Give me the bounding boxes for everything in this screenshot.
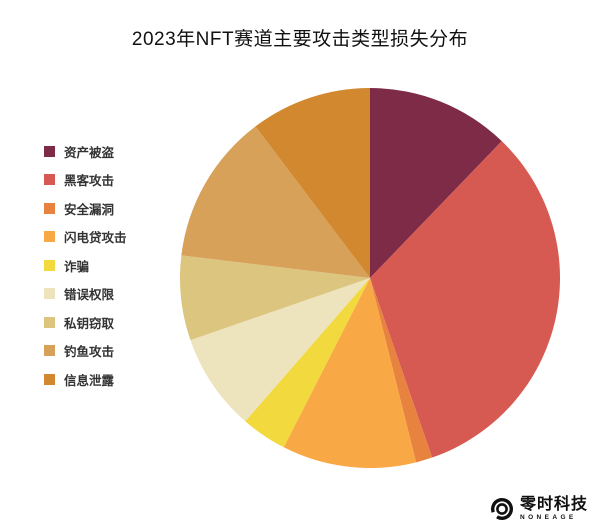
legend-label: 黑客攻击 <box>64 174 115 189</box>
legend-swatch <box>44 202 55 214</box>
brand-ring-icon <box>490 497 513 521</box>
chart-title: 2023年NFT赛道主要攻击类型损失分布 <box>131 29 469 50</box>
legend-label: 闪电贷攻击 <box>64 231 127 246</box>
legend-swatch <box>44 231 55 243</box>
brand-name: 零时科技 <box>519 496 588 513</box>
legend-swatch <box>44 145 55 157</box>
legend-label: 私钥窃取 <box>64 316 115 331</box>
legend-item: 诈骗 <box>44 251 127 280</box>
pie-slice-5 <box>245 278 370 448</box>
legend-swatch <box>44 259 55 271</box>
legend-label: 钓鱼攻击 <box>64 345 115 360</box>
legend-label: 资产被盗 <box>64 145 115 160</box>
legend-item: 闪电贷攻击 <box>44 223 127 252</box>
legend-label: 错误权限 <box>64 288 115 303</box>
brand-subtext: NONEAGE <box>519 514 577 521</box>
legend-item: 资产被盗 <box>44 137 127 166</box>
legend-label: 信息泄露 <box>64 373 115 388</box>
legend: 资产被盗黑客攻击安全漏洞闪电贷攻击诈骗错误权限私钥窃取钓鱼攻击信息泄露 <box>44 137 127 394</box>
legend-swatch <box>44 373 55 385</box>
pie-slice-6 <box>190 278 370 422</box>
pie-slice-1 <box>370 88 502 278</box>
legend-swatch <box>44 174 55 186</box>
pie-svg <box>179 88 560 468</box>
legend-swatch <box>44 288 55 300</box>
legend-label: 安全漏洞 <box>64 202 115 217</box>
pie-slice-2 <box>370 141 560 458</box>
legend-swatch <box>44 316 55 328</box>
legend-label: 诈骗 <box>64 259 90 274</box>
pie-slice-9 <box>255 88 370 278</box>
pie-slice-8 <box>181 126 370 278</box>
legend-swatch <box>44 345 55 357</box>
legend-item: 信息泄露 <box>44 365 127 394</box>
brand-logo: 零时科技 NONEAGE <box>490 496 588 522</box>
legend-item: 私钥窃取 <box>44 308 127 337</box>
pie-slice-7 <box>179 255 370 341</box>
legend-item: 安全漏洞 <box>44 194 127 223</box>
legend-item: 错误权限 <box>44 280 127 309</box>
pie-slice-4 <box>283 278 417 468</box>
legend-item: 黑客攻击 <box>44 166 127 195</box>
legend-item: 钓鱼攻击 <box>44 337 127 366</box>
pie-chart <box>179 88 560 468</box>
pie-slice-3 <box>370 278 433 463</box>
